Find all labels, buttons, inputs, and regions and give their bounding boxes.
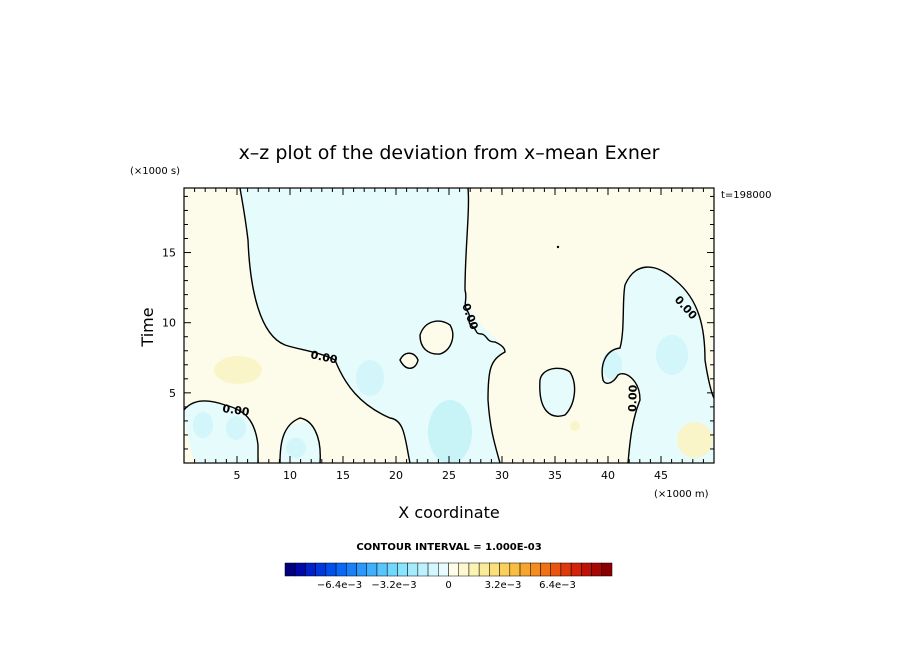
y-axis-title: Time: [138, 307, 157, 347]
colorbar-cell: [294, 562, 306, 577]
negative-core-5: [193, 412, 213, 438]
x-tick-label: 10: [283, 469, 297, 482]
x-tick-label: 30: [495, 469, 509, 482]
positive-core-2: [677, 422, 713, 458]
contour-main: [239, 188, 411, 463]
colorbar-cell: [397, 562, 408, 577]
contour-label-5: 0.00: [626, 384, 640, 412]
negative-region-small-right: [539, 368, 575, 417]
colorbar-cell: [315, 562, 327, 577]
colorbar-cell: [386, 562, 398, 577]
contour-main-right: [464, 188, 506, 463]
x-tick-label: 5: [234, 469, 241, 482]
y-unit-label: (×1000 s): [130, 166, 180, 177]
colorbar-cell: [560, 562, 572, 577]
colorbar-cell: [438, 562, 449, 577]
contour-dot: [556, 245, 560, 249]
colorbar-cell: [376, 562, 388, 577]
colorbar-tick-label: 0: [445, 580, 451, 591]
chart-title: x–z plot of the deviation from x–mean Ex…: [239, 142, 660, 164]
contour-right: [601, 266, 714, 463]
x-tick-label: 35: [548, 469, 562, 482]
negative-region-main: [240, 188, 505, 463]
colorbar-cell: [499, 562, 511, 577]
axis-ticks: 5 10 15 20 25 30 35 40 45 5 10 15: [162, 188, 714, 482]
contour-island-2: [399, 352, 419, 369]
contour-label-1: 0.00: [309, 348, 339, 366]
contour-bottom-left: [184, 400, 259, 463]
colorbar-cell: [335, 562, 347, 577]
colorbar-cell: [305, 562, 316, 577]
colorbar-cell: [478, 562, 490, 577]
colorbar-tick-label: 3.2e−3: [485, 580, 522, 591]
negative-core-1: [428, 400, 472, 463]
colorbar-cell: [346, 562, 357, 577]
colorbar-cell: [325, 562, 337, 577]
positive-core-3: [570, 421, 580, 431]
negative-core-3: [656, 335, 688, 375]
colorbar-cell: [356, 562, 367, 577]
colorbar-cell: [601, 562, 613, 577]
x-tick-label: 25: [442, 469, 456, 482]
colorbar-cell: [427, 562, 439, 577]
negative-core-7: [286, 438, 306, 458]
y-tick-label: 10: [162, 317, 176, 330]
colorbar-cell: [448, 562, 459, 577]
zero-contours: [184, 188, 714, 463]
colorbar-cell: [366, 562, 378, 577]
contour-bottom-center-left: [279, 417, 321, 463]
colorbar-tick-label: 6.4e−3: [539, 580, 576, 591]
x-tick-label: 40: [601, 469, 615, 482]
negative-core-2: [356, 360, 384, 396]
positive-island-2: [400, 353, 418, 369]
colorbar-cell: [468, 562, 480, 577]
colorbar-cell: [417, 562, 429, 577]
colorbar-cell: [284, 562, 296, 577]
y-tick-label: 15: [162, 247, 176, 260]
negative-core-6: [226, 416, 246, 440]
colorbar: −6.4e−3 −3.2e−3 0 3.2e−3 6.4e−3: [284, 562, 613, 591]
colorbar-cell: [458, 562, 470, 577]
x-tick-label: 15: [336, 469, 350, 482]
time-stamp: t=198000: [721, 190, 771, 201]
colorbar-cell: [530, 562, 541, 577]
positive-island-1: [420, 321, 453, 355]
colorbar-cell: [570, 562, 582, 577]
colorbar-cell: [591, 562, 603, 577]
plot-area: 0.00 0.00 0.00 0.00 0.00: [184, 188, 714, 463]
colorbar-cell: [489, 562, 500, 577]
positive-core-1: [214, 356, 262, 384]
contour-island-1: [419, 320, 454, 355]
colorbar-cell: [519, 562, 531, 577]
x-tick-label: 20: [389, 469, 403, 482]
negative-core-4: [602, 351, 622, 379]
colorbar-cell: [407, 562, 419, 577]
colorbar-cell: [509, 562, 521, 577]
colorbar-tick-label: −6.4e−3: [317, 580, 362, 591]
colorbar-tick-label: −3.2e−3: [371, 580, 416, 591]
colorbar-cell: [550, 562, 562, 577]
contour-interval-text: CONTOUR INTERVAL = 1.000E-03: [356, 542, 541, 553]
colorbar-cell: [540, 562, 551, 577]
contour-label-2: 0.00: [222, 402, 251, 419]
x-tick-label: 45: [654, 469, 668, 482]
negative-region-right: [602, 267, 714, 463]
x-unit-label: (×1000 m): [654, 489, 709, 500]
y-tick-label: 5: [169, 387, 176, 400]
contour-small-right: [539, 367, 576, 417]
x-axis-title: X coordinate: [398, 503, 499, 522]
colorbar-cell: [581, 562, 592, 577]
